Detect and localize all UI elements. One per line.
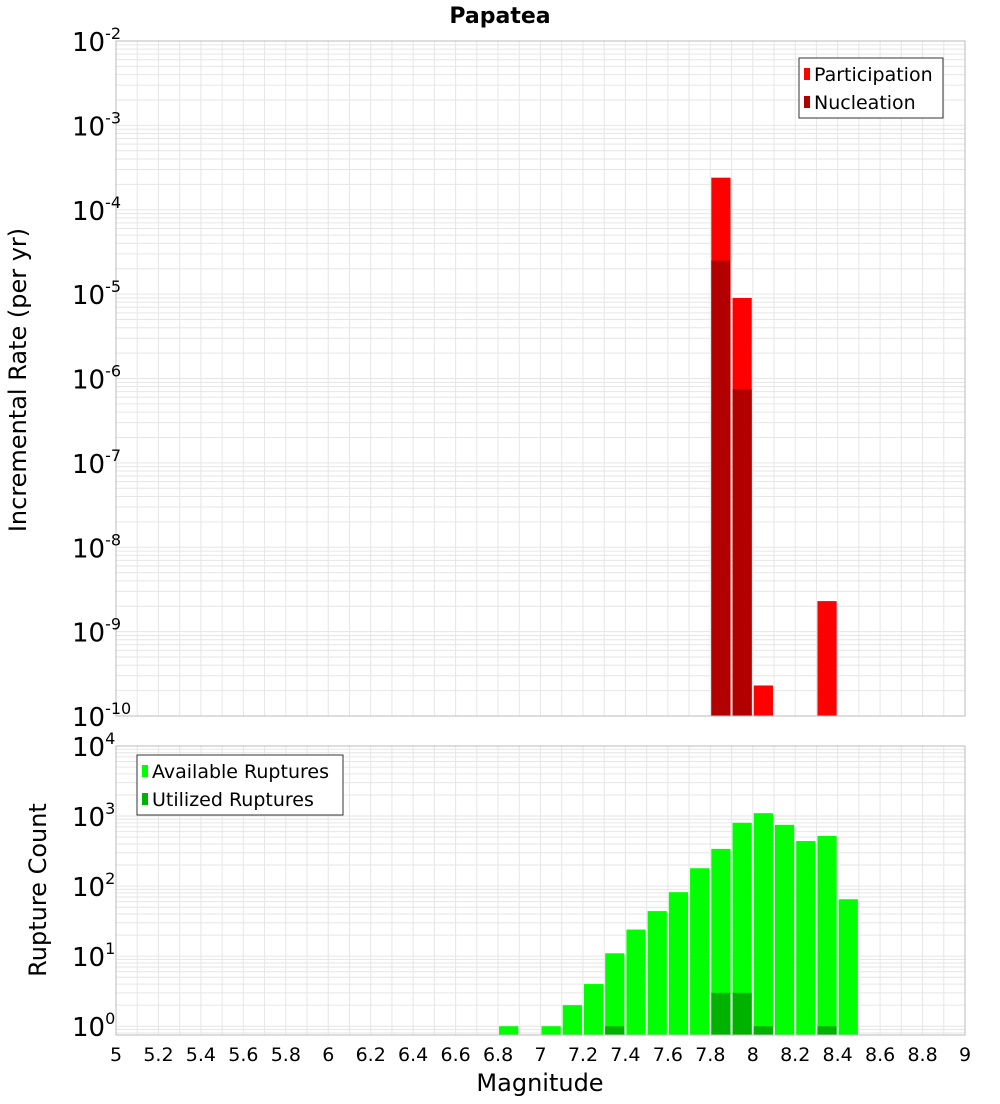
rate-panel: 10-10 10-9 10-8 10-7 10-6 10-5 10-4 10-3 10-2 Par…	[72, 24, 966, 733]
x-tick-label: 6	[322, 1044, 334, 1066]
x-ticks: 5 5.2 5.4 5.6 5.8 6 6.2 6.4 6.6 6.8 7 7.2 7.4 7.6 7.8 8…	[110, 1044, 971, 1066]
bottom-legend-box	[136, 754, 344, 816]
x-tick-label: 7.6	[653, 1044, 683, 1066]
bottom-bar-available-ruptures	[583, 984, 604, 1035]
bottom-bar-available-ruptures	[774, 824, 795, 1035]
bottom-y-tick-label: 102	[72, 869, 115, 903]
bottom-bar-utilized-ruptures	[753, 1026, 773, 1035]
bottom-legend-label: Utilized Ruptures	[152, 789, 314, 811]
x-tick-label: 8.2	[780, 1044, 810, 1066]
bottom-y-axis-label: Rupture Count	[24, 803, 52, 977]
x-tick-label: 8.4	[823, 1044, 853, 1066]
bottom-legend-label: Available Ruptures	[152, 761, 329, 783]
top-y-tick-label: 10-6	[72, 362, 121, 396]
x-tick-label: 6.8	[483, 1044, 513, 1066]
bottom-bar-utilized-ruptures	[605, 1026, 625, 1035]
bottom-legend: Available Ruptures Utilized Ruptures	[136, 754, 344, 816]
x-axis-label: Magnitude	[476, 1069, 603, 1097]
bottom-bar-utilized-ruptures	[732, 992, 752, 1035]
bottom-bar-available-ruptures	[562, 1005, 582, 1035]
bottom-y-tick-label: 100	[72, 1009, 115, 1043]
bottom-bar-available-ruptures	[647, 911, 667, 1035]
top-bar-participation	[753, 685, 773, 716]
bottom-bar-available-ruptures	[668, 892, 689, 1035]
x-tick-label: 8.8	[907, 1044, 937, 1066]
x-tick-label: 7.4	[610, 1044, 640, 1066]
top-legend-label: Nucleation	[814, 92, 916, 114]
top-y-tick-label: 10-9	[72, 615, 121, 649]
top-bar-participation	[817, 601, 837, 716]
bottom-bar-available-ruptures	[690, 868, 710, 1035]
bottom-y-ticks: 100 101 102 103 104	[72, 729, 115, 1043]
bottom-plot-frame	[115, 745, 966, 1036]
bottom-bar-available-ruptures	[605, 953, 625, 1035]
bottom-legend-swatch	[142, 793, 148, 805]
top-y-tick-label: 10-10	[72, 699, 131, 733]
top-y-tick-label: 10-3	[72, 108, 121, 142]
top-bar-nucleation	[711, 260, 731, 716]
top-y-tick-label: 10-5	[72, 277, 121, 311]
x-tick-label: 6.2	[356, 1044, 386, 1066]
x-tick-label: 7	[534, 1044, 546, 1066]
bottom-bar-available-ruptures	[711, 848, 731, 1035]
top-y-ticks: 10-10 10-9 10-8 10-7 10-6 10-5 10-4 10-3 10-2	[72, 24, 131, 733]
top-y-tick-label: 10-4	[72, 193, 121, 227]
top-legend-label: Participation	[814, 64, 933, 86]
top-bar-nucleation	[732, 389, 752, 716]
bottom-y-tick-label: 103	[72, 799, 115, 833]
bottom-bar-available-ruptures	[732, 822, 752, 1035]
top-y-tick-label: 10-8	[72, 530, 121, 564]
bottom-bar-available-ruptures	[499, 1026, 519, 1035]
x-tick-label: 5.8	[271, 1044, 301, 1066]
bottom-bar-available-ruptures	[796, 841, 816, 1035]
bottom-y-tick-label: 104	[72, 729, 115, 763]
rupture-count-panel: 100 101 102 103 104 Available Ruptures Utilize…	[72, 729, 971, 1066]
top-legend: Participation Nucleation	[798, 57, 944, 119]
bottom-bar-available-ruptures	[838, 899, 858, 1035]
top-legend-box	[798, 57, 944, 119]
bottom-bars	[499, 813, 858, 1035]
x-tick-label: 5.2	[143, 1044, 173, 1066]
top-legend-swatch	[804, 68, 810, 80]
top-y-axis-label: Incremental Rate (per yr)	[4, 228, 32, 532]
top-legend-swatch	[804, 96, 810, 108]
bottom-bar-available-ruptures	[626, 929, 646, 1035]
top-y-tick-label: 10-7	[72, 446, 121, 480]
top-bars	[711, 177, 837, 716]
x-tick-label: 6.6	[440, 1044, 470, 1066]
bottom-y-tick-label: 101	[72, 939, 115, 973]
x-tick-label: 8.6	[865, 1044, 895, 1066]
bottom-legend-swatch	[142, 765, 148, 777]
bottom-bar-available-ruptures	[541, 1026, 561, 1035]
x-tick-label: 9	[959, 1044, 971, 1066]
bottom-bar-utilized-ruptures	[817, 1026, 837, 1035]
x-tick-label: 7.8	[695, 1044, 725, 1066]
bottom-bar-available-ruptures	[817, 835, 837, 1035]
bottom-bar-utilized-ruptures	[711, 992, 731, 1035]
x-tick-label: 8	[747, 1044, 759, 1066]
x-tick-label: 5	[110, 1044, 122, 1066]
top-grid	[115, 40, 966, 717]
x-tick-label: 5.4	[186, 1044, 216, 1066]
top-plot-frame	[115, 40, 966, 717]
x-tick-label: 6.4	[398, 1044, 428, 1066]
x-tick-label: 5.6	[228, 1044, 258, 1066]
bottom-bar-available-ruptures	[753, 813, 773, 1035]
top-y-tick-label: 10-2	[72, 24, 121, 58]
chart-title: Papatea	[449, 4, 550, 29]
x-tick-label: 7.2	[568, 1044, 598, 1066]
